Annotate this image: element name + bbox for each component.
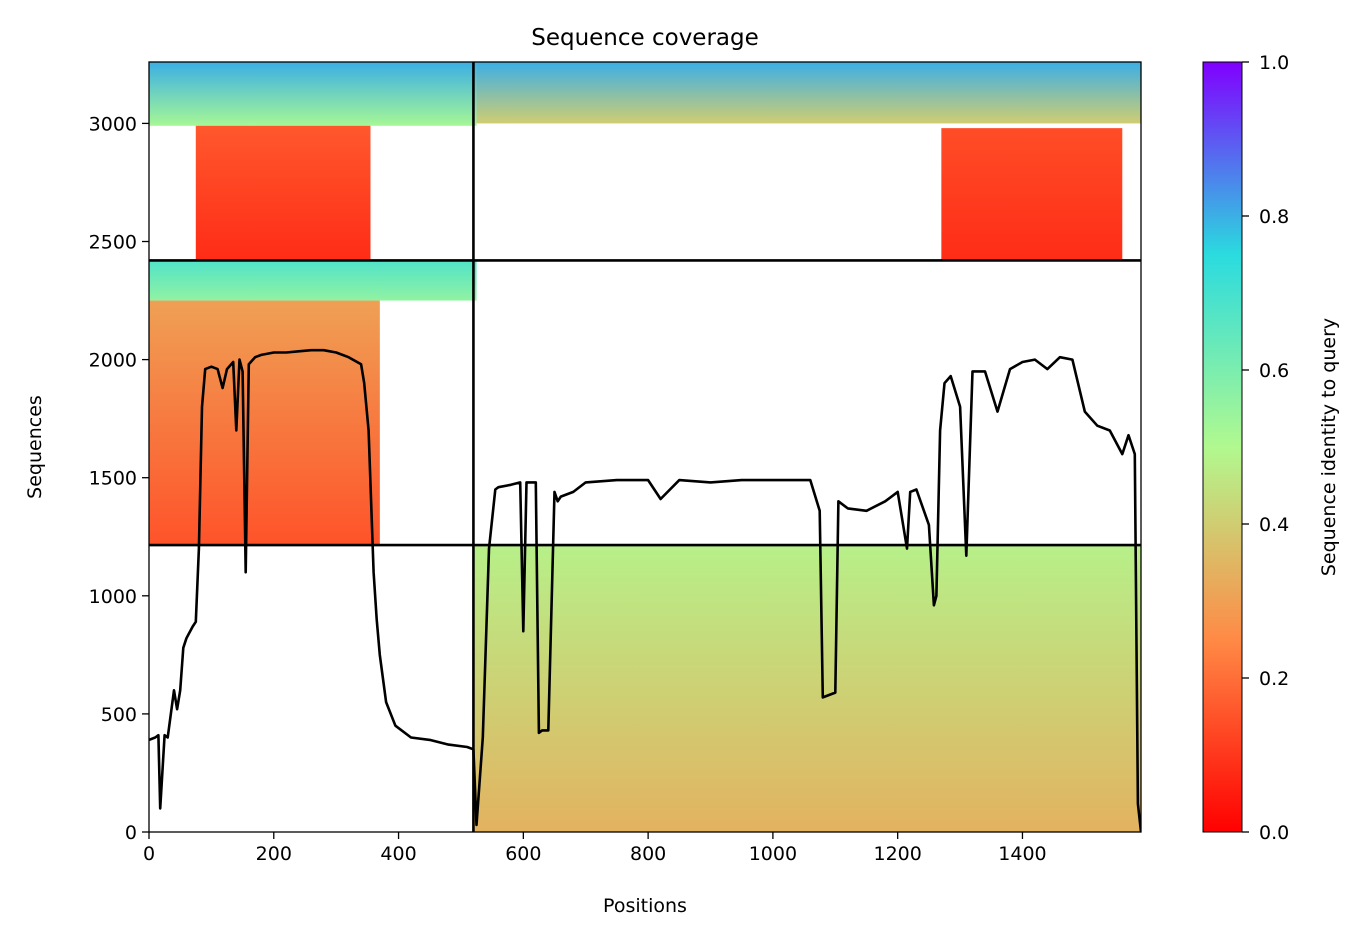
coverage-block	[195, 125, 371, 261]
domain-boundaries	[149, 62, 1141, 832]
colorbar-tick-label: 0.8	[1259, 206, 1289, 228]
coverage-block	[149, 260, 477, 301]
colorbar-tick-label: 0.0	[1259, 822, 1289, 844]
x-axis-label: Positions	[603, 895, 687, 917]
coverage-block	[473, 545, 1141, 832]
colorbar-label: Sequence identity to query	[1318, 318, 1340, 576]
y-tick-label: 500	[101, 704, 137, 726]
coverage-block	[941, 128, 1123, 261]
x-tick-label: 600	[505, 843, 541, 865]
y-tick-label: 2500	[89, 232, 137, 254]
x-tick-label: 0	[143, 843, 155, 865]
x-axis: 0 200 400 600 800 1000 1200 1400	[143, 832, 1047, 865]
y-axis-label: Sequences	[24, 395, 46, 499]
y-axis: 0 500 1000 1500 2000 2500 3000	[89, 113, 149, 844]
y-tick-label: 2000	[89, 350, 137, 372]
x-tick-label: 800	[630, 843, 666, 865]
x-tick-label: 1200	[873, 843, 921, 865]
x-tick-label: 400	[380, 843, 416, 865]
coverage-line-layer	[149, 348, 1141, 832]
y-tick-label: 1500	[89, 468, 137, 490]
y-tick-label: 0	[125, 822, 137, 844]
coverage-block	[149, 62, 477, 126]
colorbar-tick-label: 0.6	[1259, 360, 1289, 382]
x-tick-label: 200	[256, 843, 292, 865]
coverage-line	[149, 348, 1141, 832]
coverage-block	[149, 300, 380, 546]
colorbar	[1202, 61, 1243, 833]
plot-frame	[148, 61, 1142, 833]
coverage-block	[476, 62, 1141, 124]
x-tick-label: 1400	[998, 843, 1046, 865]
colorbar-axis: 0.0 0.2 0.4 0.6 0.8 1.0	[1242, 52, 1289, 844]
chart-title: Sequence coverage	[531, 25, 759, 51]
y-tick-label: 1000	[89, 586, 137, 608]
y-tick-label: 3000	[89, 113, 137, 135]
colorbar-tick-label: 0.2	[1259, 668, 1289, 690]
coverage-blocks	[149, 62, 1141, 832]
colorbar-tick-label: 0.4	[1259, 514, 1289, 536]
colorbar-tick-label: 1.0	[1259, 52, 1289, 74]
x-tick-label: 1000	[749, 843, 797, 865]
